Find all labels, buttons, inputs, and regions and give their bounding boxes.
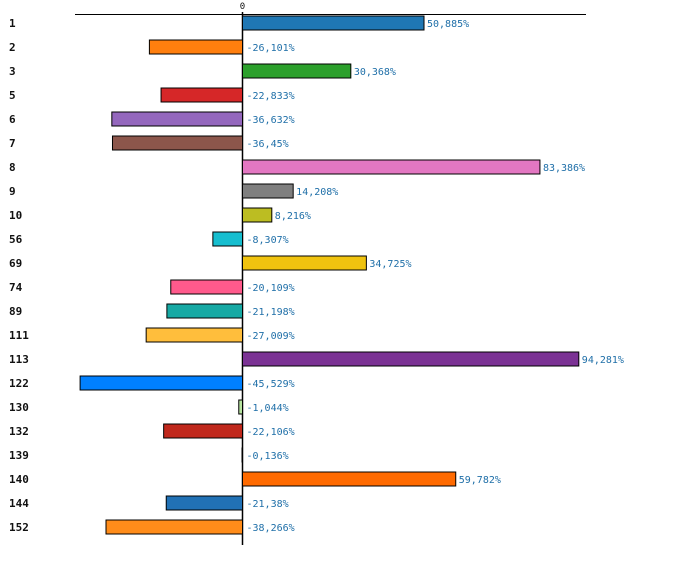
bar-row: 8 83,386% (9, 159, 585, 175)
bar-row: 122 -45,529% (9, 375, 295, 391)
category-label: 3 (9, 65, 16, 78)
category-label: 1 (9, 17, 16, 30)
bar (242, 159, 541, 175)
bar (242, 351, 580, 367)
value-label: 94,281% (582, 355, 624, 366)
bar (145, 327, 243, 343)
bar-row: 2 -26,101% (9, 39, 295, 55)
value-label: -20,109% (247, 283, 295, 294)
bar (111, 135, 243, 151)
bar-row: 139 -0,136% (9, 447, 289, 463)
value-label: 8,216% (275, 211, 311, 222)
value-label: 14,208% (296, 187, 338, 198)
bar-row: 5 -22,833% (9, 87, 295, 103)
value-label: 30,368% (354, 67, 396, 78)
bar (241, 447, 244, 463)
category-label: 132 (9, 425, 29, 438)
bar (242, 183, 294, 199)
bar-row: 10 8,216% (9, 207, 311, 223)
bar (242, 207, 273, 223)
bar (163, 423, 244, 439)
bar (148, 39, 243, 55)
value-label: -22,833% (247, 91, 295, 102)
bar (212, 231, 243, 247)
axis-zero-label: 0 (240, 2, 245, 12)
category-label: 2 (9, 41, 16, 54)
bar-row: 144 -21,38% (9, 495, 289, 511)
bar-row: 111 -27,009% (9, 327, 295, 343)
value-label: -38,266% (247, 523, 295, 534)
bar (111, 111, 244, 127)
value-label: 34,725% (369, 259, 411, 270)
value-label: -0,136% (247, 451, 289, 462)
bar-row: 3 30,368% (9, 63, 396, 79)
value-label: 83,386% (543, 163, 585, 174)
category-label: 89 (9, 305, 22, 318)
category-label: 9 (9, 185, 16, 198)
bar (242, 63, 352, 79)
category-label: 144 (9, 497, 29, 510)
category-label: 111 (9, 329, 29, 342)
category-label: 74 (9, 281, 23, 294)
bar-row: 132 -22,106% (9, 423, 295, 439)
value-label: 59,782% (459, 475, 501, 486)
bar-row: 140 59,782% (9, 471, 501, 487)
category-label: 130 (9, 401, 29, 414)
bar-row: 89 -21,198% (9, 303, 295, 319)
value-label: -22,106% (247, 427, 295, 438)
bar (166, 303, 243, 319)
category-label: 8 (9, 161, 16, 174)
bar (242, 15, 425, 31)
category-label: 113 (9, 353, 29, 366)
category-label: 7 (9, 137, 16, 150)
bar (242, 255, 367, 271)
bar-row: 6 -36,632% (9, 111, 295, 127)
value-label: -21,38% (247, 499, 289, 510)
bar-row: 9 14,208% (9, 183, 338, 199)
category-label: 10 (9, 209, 22, 222)
bar-row: 74 -20,109% (9, 279, 295, 295)
value-label: -26,101% (247, 43, 295, 54)
category-label: 122 (9, 377, 29, 390)
value-label: -36,45% (247, 139, 289, 150)
bar-row: 152 -38,266% (9, 519, 295, 535)
bar-row: 56 -8,307% (9, 231, 289, 247)
value-label: -45,529% (247, 379, 295, 390)
bar (165, 495, 243, 511)
value-label: -1,044% (247, 403, 289, 414)
bar (170, 279, 243, 295)
bar (238, 399, 243, 415)
bar-row: 69 34,725% (9, 255, 412, 271)
bar (242, 471, 457, 487)
value-label: -27,009% (247, 331, 295, 342)
bar-rows: 1 50,885% 2 -26,101% 3 30,368% 5 -22,833% 6 -36,6… (9, 15, 624, 535)
value-label: -8,307% (247, 235, 289, 246)
bar-row: 130 -1,044% (9, 399, 289, 415)
category-label: 139 (9, 449, 29, 462)
category-label: 152 (9, 521, 29, 534)
value-label: -21,198% (247, 307, 295, 318)
bar-row: 7 -36,45% (9, 135, 289, 151)
bar (160, 87, 243, 103)
category-label: 6 (9, 113, 16, 126)
category-label: 5 (9, 89, 16, 102)
category-label: 69 (9, 257, 22, 270)
bar (105, 519, 244, 535)
value-label: -36,632% (247, 115, 295, 126)
bar-row: 113 94,281% (9, 351, 624, 367)
category-label: 56 (9, 233, 23, 246)
bar (79, 375, 244, 391)
category-label: 140 (9, 473, 29, 486)
bar-row: 1 50,885% (9, 15, 469, 31)
value-label: 50,885% (427, 19, 469, 30)
